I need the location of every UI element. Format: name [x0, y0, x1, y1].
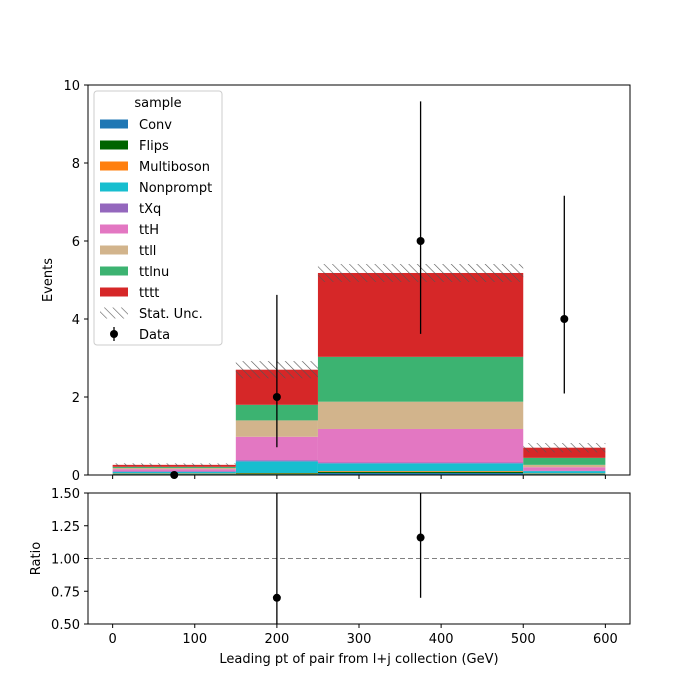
- legend-label-8: tttt: [139, 286, 159, 301]
- bar-tth-2: [317, 428, 524, 463]
- ratio-xlabel: Leading pt of pair from l+j collection (…: [219, 652, 498, 667]
- bar-txq-1: [235, 460, 318, 462]
- ratio-ytick-label-4: 1.50: [51, 487, 80, 502]
- main-ytick-label-0: 0: [72, 469, 80, 484]
- main-ytick-label-4: 8: [72, 157, 80, 172]
- legend: sample Conv Flips Multiboson Nonprompt tXq ttH…: [93, 90, 223, 346]
- bar-tttt-3: [523, 447, 606, 458]
- bar-ttll-3: [523, 464, 606, 468]
- data-point-3: [560, 315, 569, 323]
- bar-multiboson-2: [317, 471, 524, 472]
- bar-flips-1: [235, 473, 318, 475]
- legend-swatch-conv: [100, 119, 128, 129]
- ratio-panel: 0.50 0.75 1.00 1.25 1.50 0 100 200 300 400 500 600 L…: [29, 487, 631, 667]
- legend-title: sample: [134, 96, 181, 111]
- bar-tth-1: [235, 436, 318, 461]
- bar-nonprompt-2: [317, 463, 524, 472]
- bar-txq-2: [317, 462, 524, 464]
- legend-box: [93, 90, 223, 346]
- bar-ttlnu-2: [317, 356, 524, 402]
- legend-label-5: ttH: [139, 223, 159, 238]
- legend-swatch-tth: [100, 224, 128, 234]
- legend-label-1: Flips: [139, 139, 169, 154]
- ratio-xtick-label-6: 600: [593, 632, 618, 647]
- ratio-point-0: [272, 593, 281, 602]
- data-point-2: [416, 237, 425, 245]
- bar-conv-2: [317, 473, 524, 475]
- ratio-xtick-label-4: 400: [429, 632, 454, 647]
- bar-tth-3: [523, 467, 606, 471]
- ratio-ytick-label-0: 0.50: [51, 618, 80, 633]
- stat-unc-band-3: [523, 443, 606, 453]
- legend-swatch-flips: [100, 140, 128, 150]
- main-panel: 0 2 4 6 8 10 Events: [41, 79, 631, 484]
- legend-label-6: ttll: [139, 244, 156, 259]
- bar-ttll-0: [112, 467, 236, 470]
- legend-label-3: Nonprompt: [139, 181, 212, 196]
- legend-data-marker: [110, 330, 118, 338]
- legend-label-2: Multiboson: [139, 160, 210, 175]
- main-ytick-label-5: 10: [63, 79, 80, 94]
- legend-label-10: Data: [139, 328, 170, 343]
- ratio-ytick-label-2: 1.00: [51, 553, 80, 568]
- legend-swatch-nonprompt: [100, 182, 128, 192]
- legend-swatch-tttt: [100, 287, 128, 297]
- bar-nonprompt-1: [235, 461, 318, 474]
- ratio-ytick-label-3: 1.25: [51, 520, 80, 535]
- main-ytick-label-3: 6: [72, 235, 80, 250]
- bar-tth-0: [112, 469, 236, 472]
- ratio-point-1: [416, 533, 425, 542]
- ratio-ylabel: Ratio: [29, 542, 44, 575]
- legend-swatch-ttlnu: [100, 266, 128, 276]
- legend-label-7: ttlnu: [139, 265, 169, 280]
- legend-swatch-multiboson: [100, 161, 128, 171]
- legend-label-9: Stat. Unc.: [139, 307, 203, 322]
- main-ylabel: Events: [41, 258, 56, 302]
- ratio-ytick-label-1: 0.75: [51, 585, 80, 600]
- bar-ttlnu-0: [112, 466, 236, 468]
- stat-unc-band-0: [112, 463, 236, 467]
- bar-nonprompt-3: [523, 471, 606, 474]
- legend-swatch-txq: [100, 203, 128, 213]
- ratio-xtick-label-0: 0: [108, 632, 116, 647]
- legend-swatch-stat-unc: [100, 307, 128, 319]
- bar-ttlnu-3: [523, 457, 606, 465]
- legend-swatch-ttll: [100, 245, 128, 255]
- legend-label-4: tXq: [139, 202, 161, 217]
- ratio-xtick-label-5: 500: [511, 632, 536, 647]
- bar-ttll-2: [317, 401, 524, 429]
- main-ytick-label-1: 2: [72, 391, 80, 406]
- ratio-xtick-label-2: 200: [264, 632, 289, 647]
- legend-label-0: Conv: [139, 118, 172, 133]
- main-ytick-label-2: 4: [72, 313, 80, 328]
- bar-flips-2: [317, 471, 524, 474]
- ratio-xtick-label-3: 300: [347, 632, 372, 647]
- ratio-xtick-label-1: 100: [182, 632, 207, 647]
- data-point-1: [272, 393, 281, 401]
